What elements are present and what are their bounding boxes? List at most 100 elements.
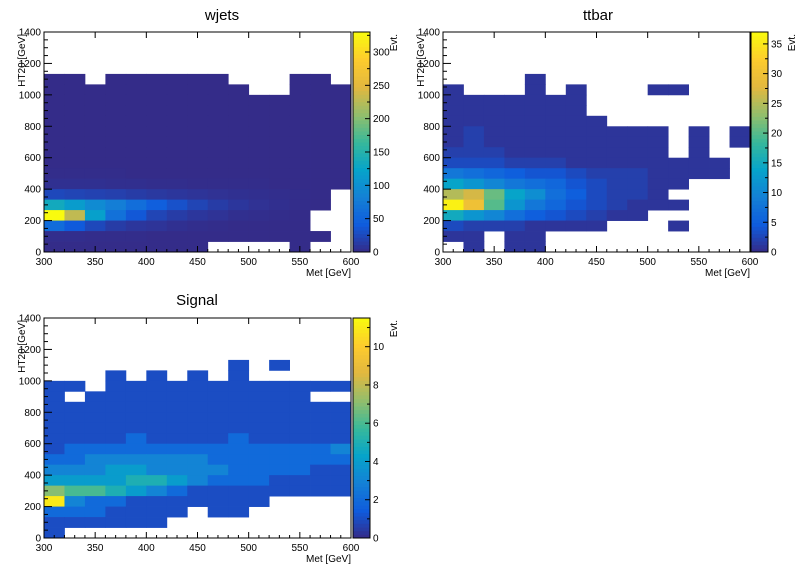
heatmap-cell [44,220,65,232]
heatmap-cell [248,391,270,403]
heatmap-cell [187,412,209,424]
x-tick-label: 450 [189,257,206,268]
heatmap-cell [207,464,229,476]
x-tick-label: 350 [87,257,104,268]
heatmap-cell [166,475,188,487]
heatmap-cell [105,241,127,253]
color-scale-band [353,68,370,73]
z-tick-label: 30 [771,69,783,80]
heatmap-cell [504,220,526,232]
heatmap-cell [146,433,168,445]
heatmap-cell [64,380,86,392]
heatmap-cell [228,157,250,169]
heatmap-cell [310,422,331,434]
color-scale-band [353,428,370,433]
heatmap-cell [289,231,311,242]
heatmap-cell [228,136,250,148]
heatmap-cell [443,157,464,169]
heatmap-cell [44,422,65,434]
color-scale-band [353,145,370,150]
heatmap-cell [187,485,209,497]
heatmap-cell [207,84,229,96]
heatmap-cell [166,496,188,507]
heatmap-cell [647,84,669,96]
color-scale-band [353,116,370,121]
heatmap-cell [248,485,270,497]
heatmap-cell [166,231,188,242]
heatmap-cell [504,157,526,169]
z-tick-label: 100 [373,181,390,192]
color-scale-band [353,200,370,205]
heatmap-cell [146,147,168,159]
heatmap-cell [64,178,86,190]
heatmap-cell [443,94,464,106]
heatmap-cell [310,412,331,424]
heatmap-cell [228,178,250,190]
z-tick-label: 10 [771,188,783,199]
z-tick-label: 8 [373,380,379,391]
heatmap-cell [269,178,290,190]
heatmap-cell [64,433,86,445]
heatmap-cell [64,231,86,242]
heatmap-cell [166,126,188,138]
heatmap-cell [289,189,311,201]
y-tick-label: 1400 [418,28,441,39]
heatmap-cell [146,475,168,487]
heatmap-cell [84,391,106,403]
color-scale-band [751,109,768,114]
heatmap-cell [269,433,290,445]
heatmap-cell [64,464,86,476]
heatmap-cell [248,454,270,466]
y-tick-label: 400 [24,185,41,196]
color-scale-band [353,373,370,378]
heatmap-cell [84,94,106,106]
color-scale-band [751,32,768,37]
heatmap-cell [64,157,86,169]
heatmap-cell [84,84,106,96]
heatmap-cell [64,517,86,528]
heatmap-cell [289,443,311,455]
heatmap-cell [647,147,669,159]
color-scale-band [353,380,370,385]
color-scale-band [353,35,370,40]
color-scale-band [751,101,768,106]
heatmap-cell [125,506,147,518]
heatmap-cell [289,422,311,434]
color-scale-band [353,241,370,246]
heatmap-cell [606,178,628,190]
heatmap-cell [64,115,86,127]
heatmap-cell [586,126,608,138]
color-scale-band [751,123,768,128]
heatmap-cell [44,443,65,455]
heatmap-cell [330,401,352,413]
z-axis-title: Evt. [389,34,400,51]
x-tick-label: 400 [537,257,554,268]
heatmap-cell [44,115,65,127]
color-scale-band [353,409,370,414]
x-axis-title: Met [GeV] [306,268,351,279]
heatmap-cell [443,168,464,180]
heatmap-cell [289,157,311,169]
heatmap-cell [146,380,168,392]
heatmap-cell [668,84,689,96]
color-scale-band [353,318,370,323]
color-scale-band [353,39,370,44]
color-scale-band [353,329,370,334]
heatmap-cell [248,401,270,413]
color-scale-band [353,65,370,70]
color-scale-band [353,508,370,513]
heatmap-cell [310,73,331,85]
heatmap-cell [289,126,311,138]
heatmap-cell [647,199,669,211]
heatmap-cell [44,412,65,424]
x-tick-label: 300 [36,257,53,268]
histogram-panel-wjets: 300 350 400 450 500 550 6000200400600800100012… [17,7,400,279]
heatmap-cell [524,115,546,127]
x-tick-label: 300 [435,257,452,268]
heatmap-cell [228,454,250,466]
color-scale-band [751,79,768,84]
y-tick-label: 200 [423,216,440,227]
heatmap-cell [310,475,331,487]
heatmap-cell [228,496,250,507]
x-tick-label: 450 [189,543,206,554]
